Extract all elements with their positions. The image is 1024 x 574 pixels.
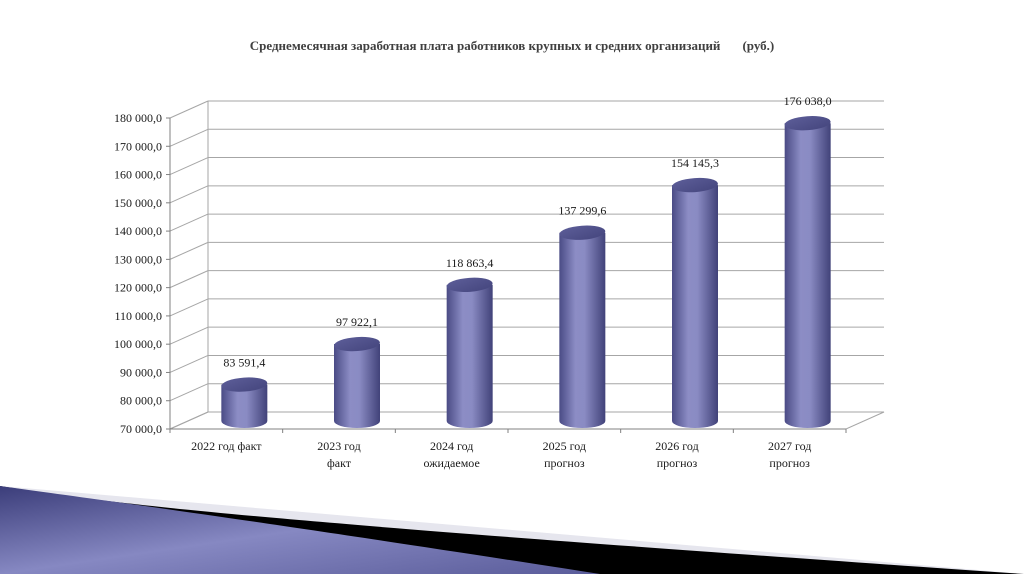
- category-label: прогноз: [544, 456, 585, 470]
- bar: [446, 277, 493, 429]
- gridline-depth: [169, 185, 209, 204]
- ytick-label: 110 000,0: [114, 309, 162, 323]
- category-label: прогноз: [657, 456, 698, 470]
- chart-title-unit: (руб.): [742, 38, 775, 53]
- value-label: 83 591,4: [223, 356, 265, 370]
- gridline-depth: [169, 270, 209, 289]
- ytick-label: 90 000,0: [120, 365, 162, 379]
- gridline-depth: [169, 354, 209, 373]
- gridline-depth: [169, 383, 209, 402]
- corner-decoration: [0, 486, 1024, 574]
- value-label: 97 922,1: [336, 315, 378, 329]
- ytick-label: 140 000,0: [114, 224, 162, 238]
- value-label: 154 145,3: [671, 156, 719, 170]
- gridline-depth: [169, 128, 209, 147]
- gridline-depth: [169, 157, 209, 176]
- ytick-label: 70 000,0: [120, 422, 162, 436]
- ytick-label: 160 000,0: [114, 168, 162, 182]
- category-label: 2024 год: [430, 439, 473, 453]
- category-label: факт: [327, 456, 352, 470]
- value-label: 176 038,0: [784, 94, 832, 108]
- bar: [559, 225, 606, 429]
- gridlines: 70 000,0 80 000,0 90 000,0 100 000,0 110 000…: [114, 100, 885, 436]
- ytick-label: 120 000,0: [114, 281, 162, 295]
- ytick-label: 170 000,0: [114, 139, 162, 153]
- ytick-label: 80 000,0: [120, 394, 162, 408]
- chart-floor: [169, 411, 885, 430]
- ytick-label: 150 000,0: [114, 196, 162, 210]
- value-label: 137 299,6: [558, 204, 606, 218]
- gridline-depth: [169, 241, 209, 260]
- category-label: 2022 год факт: [191, 439, 262, 453]
- category-label: 2023 год: [317, 439, 360, 453]
- category-label: 2025 год: [543, 439, 586, 453]
- bar: [784, 116, 831, 429]
- category-label: 2027 год: [768, 439, 811, 453]
- category-label: прогноз: [769, 456, 810, 470]
- category-label: ожидаемое: [424, 456, 480, 470]
- bar: [672, 177, 718, 428]
- ytick-label: 180 000,0: [114, 111, 162, 125]
- bar: [221, 377, 268, 428]
- chart-title: Среднемесячная заработная плата работник…: [0, 38, 1024, 54]
- gridline-depth: [169, 298, 209, 317]
- gridline-depth: [169, 100, 209, 119]
- chart-title-text: Среднемесячная заработная плата работник…: [249, 38, 721, 53]
- bar: [334, 336, 380, 428]
- ytick-label: 130 000,0: [114, 252, 162, 266]
- labels: 83 591,4 2022 год факт 97 922,1 2023 год фак…: [191, 94, 832, 470]
- value-label: 118 863,4: [446, 256, 494, 270]
- gridline-depth: [169, 326, 209, 345]
- ytick-label: 100 000,0: [114, 337, 162, 351]
- category-label: 2026 год: [655, 439, 698, 453]
- bars: [221, 116, 831, 429]
- gridline-depth: [169, 213, 209, 232]
